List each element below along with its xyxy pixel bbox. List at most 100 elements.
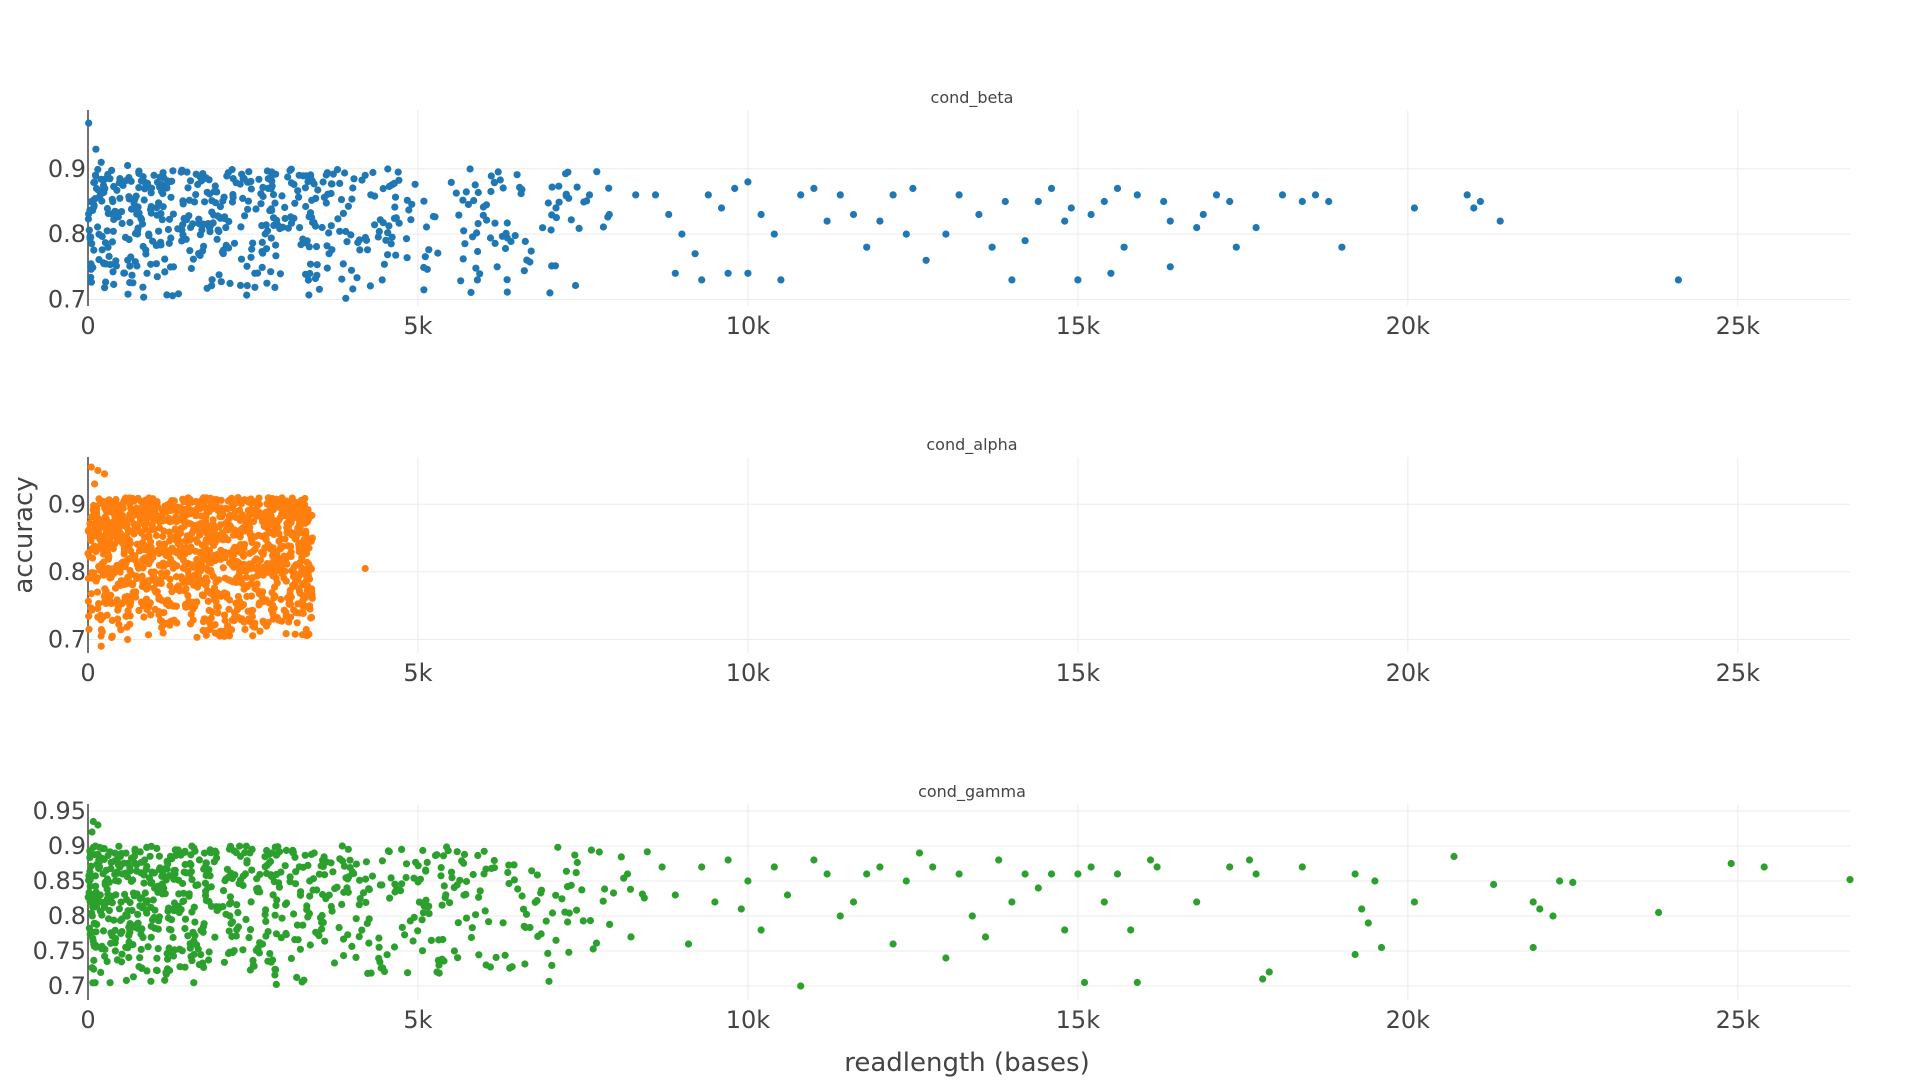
scatter-point — [155, 913, 163, 921]
scatter-point — [453, 848, 461, 856]
scatter-point — [246, 926, 255, 934]
scatter-point — [278, 192, 286, 200]
scatter-point — [587, 846, 596, 854]
scatter-point — [347, 266, 356, 274]
scatter-point — [112, 891, 120, 899]
scatter-point — [315, 932, 323, 940]
scatter-point — [179, 511, 187, 519]
y-axis-title: accuracy — [9, 476, 39, 593]
scatter-point — [139, 557, 147, 565]
scatter-point — [476, 887, 484, 895]
scatter-point — [544, 949, 552, 958]
scatter-point — [143, 533, 151, 541]
scatter-point — [385, 222, 393, 230]
scatter-point — [226, 893, 234, 901]
scatter-point — [141, 506, 149, 514]
scatter-point — [233, 574, 241, 582]
scatter-point — [193, 941, 201, 949]
scatter-point — [503, 219, 511, 227]
scatter-point — [527, 247, 535, 255]
scatter-point — [361, 564, 369, 573]
scatter-point — [1490, 880, 1498, 889]
scatter-point — [273, 579, 281, 587]
scatter-point — [184, 184, 192, 192]
scatter-point — [313, 271, 321, 279]
scatter-point — [241, 540, 249, 548]
scatter-point — [889, 940, 897, 948]
scatter-point — [223, 865, 231, 873]
scatter-point — [420, 286, 428, 294]
scatter-point — [164, 596, 172, 604]
scatter-point — [320, 853, 328, 861]
scatter-point — [114, 598, 122, 606]
scatter-point — [777, 276, 785, 284]
scatter-point — [349, 285, 357, 293]
y-tick-label: 0.9 — [48, 155, 86, 183]
scatter-point — [1325, 197, 1333, 206]
x-tick-label: 15k — [1056, 312, 1101, 340]
scatter-point — [263, 861, 271, 869]
scatter-point — [136, 895, 144, 903]
scatter-point — [95, 230, 103, 238]
scatter-point — [119, 501, 127, 509]
scatter-point — [337, 196, 346, 204]
scatter-point — [133, 867, 141, 875]
scatter-point — [322, 199, 330, 207]
scatter-point — [486, 234, 495, 242]
scatter-point — [95, 863, 103, 871]
scatter-point — [101, 504, 109, 512]
scatter-point — [272, 980, 280, 989]
scatter-point — [299, 510, 307, 518]
scatter-point — [270, 530, 278, 539]
scatter-point — [975, 210, 983, 219]
scatter-point — [555, 182, 563, 190]
scatter-point — [154, 882, 162, 890]
scatter-point — [101, 239, 110, 247]
scatter-points — [84, 119, 1682, 302]
scatter-point — [163, 291, 171, 299]
scatter-point — [247, 534, 255, 542]
scatter-point — [272, 851, 280, 859]
scatter-point — [258, 548, 266, 556]
scatter-point — [186, 177, 195, 185]
scatter-point — [147, 933, 155, 941]
scatter-point — [174, 846, 182, 854]
scatter-point — [195, 577, 203, 585]
scatter-point — [302, 202, 310, 211]
scatter-point — [87, 604, 95, 612]
scatter-point — [797, 982, 805, 990]
scatter-point — [1034, 197, 1042, 206]
scatter-point — [124, 161, 132, 170]
scatter-point — [561, 908, 569, 916]
scatter-point — [627, 933, 635, 941]
scatter-point — [420, 263, 428, 272]
scatter-point — [281, 203, 289, 211]
scatter-point — [303, 558, 311, 566]
scatter-point — [155, 611, 163, 619]
scatter-point — [223, 590, 231, 598]
scatter-point — [1074, 870, 1082, 878]
scatter-point — [698, 863, 706, 871]
scatter-point — [267, 268, 275, 276]
scatter-point — [770, 230, 778, 238]
scatter-point — [212, 849, 220, 857]
scatter-point — [147, 611, 155, 619]
scatter-point — [371, 192, 379, 200]
scatter-point — [208, 276, 216, 284]
scatter-point — [228, 166, 236, 174]
scatter-point — [165, 528, 173, 536]
scatter-point — [113, 534, 121, 542]
scatter-point — [242, 842, 250, 850]
scatter-point — [605, 210, 613, 219]
scatter-point — [147, 977, 155, 985]
scatter-point — [251, 619, 259, 627]
scatter-point — [111, 947, 119, 955]
scatter-point — [97, 158, 105, 166]
scatter-point — [457, 277, 465, 285]
scatter-point — [91, 178, 99, 186]
scatter-point — [539, 224, 547, 232]
scatter-point — [229, 175, 237, 183]
scatter-point — [197, 951, 205, 959]
scatter-point — [168, 559, 177, 567]
